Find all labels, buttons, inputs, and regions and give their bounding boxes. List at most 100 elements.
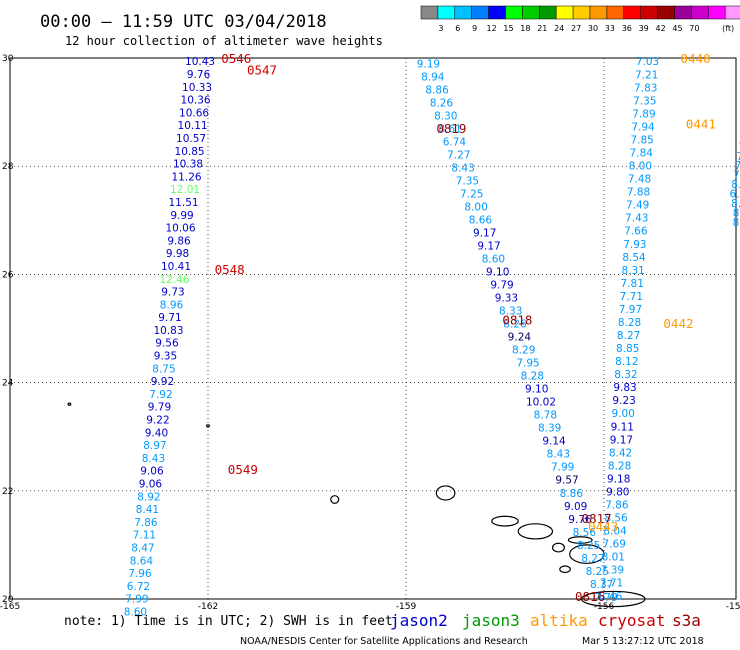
pass-time-label: 0441	[686, 116, 716, 131]
colorbar-swatch	[724, 5, 740, 20]
wave-height-value: 8.29	[512, 345, 535, 357]
island-outline	[67, 402, 72, 406]
wave-height-value: 7.93	[623, 239, 646, 251]
wave-height-value: 7.92	[149, 389, 172, 401]
colorbar-swatch	[691, 5, 709, 20]
colorbar-label: 9	[472, 24, 477, 33]
y-tick-label: 24	[2, 379, 14, 389]
pass-time-label: 0817	[582, 511, 612, 526]
wave-height-value: 10.57	[176, 133, 206, 145]
wave-height-value: 9.00	[612, 408, 635, 420]
plot-grid	[10, 58, 736, 599]
wave-height-value: 7.66	[624, 226, 648, 238]
wave-height-value: 7.71	[600, 578, 623, 590]
x-tick-label: -156	[594, 602, 615, 612]
wave-height-value: 7.85	[630, 134, 653, 146]
wave-height-value: 8.43	[142, 453, 165, 465]
wave-height-value: 7.40	[737, 151, 740, 163]
island-outline	[569, 544, 605, 564]
colorbar-swatch	[488, 5, 506, 20]
colorbar-swatch	[505, 5, 523, 20]
wave-height-value: 9.79	[148, 402, 171, 414]
satellite-legend-entry: cryosat	[598, 611, 665, 630]
pass-time-label: 0442	[663, 316, 693, 331]
colorbar-label: 24	[554, 24, 564, 33]
wave-height-value: 7.35	[456, 176, 479, 188]
wave-height-value: 8.26	[503, 319, 527, 331]
wave-height-value: 8.42	[609, 447, 632, 459]
pass-time-label: 0548	[215, 262, 245, 277]
wave-height-value: 11.51	[169, 197, 199, 209]
wave-height-value: 8.64	[130, 555, 154, 567]
wave-height-value: 7.89	[632, 108, 655, 120]
wave-height-value: 7.25	[460, 189, 483, 201]
satellite-legend: jason2 jason3 altika cryosat s3a	[390, 611, 701, 630]
wave-height-value: 9.86	[167, 235, 191, 247]
wave-height-value: 8.30	[434, 110, 457, 122]
wave-height-value: 8.46	[599, 591, 623, 603]
wave-height-value: 8.47	[131, 542, 154, 554]
wave-height-value: 8.2	[731, 198, 740, 210]
wave-height-value: 8.75	[152, 363, 175, 375]
pass-time-label: 0443	[588, 519, 618, 534]
wave-height-value: 9.19	[417, 58, 440, 70]
wave-height-value: 7.27	[447, 149, 470, 161]
wave-height-value: 8.97	[143, 440, 166, 452]
plot-frame	[9, 57, 737, 600]
colorbar-unit: (ft)	[722, 24, 734, 33]
satellite-legend-entry: jason2	[390, 611, 448, 630]
island-outline	[580, 590, 646, 608]
pass-time-label: 0549	[228, 462, 258, 477]
colorbar-label: 33	[605, 24, 615, 33]
wave-height-value: 10.11	[178, 120, 208, 132]
wave-height-value: 8.54	[622, 252, 646, 264]
wave-height-value: 7.65	[738, 141, 740, 153]
wave-height-value: 9.83	[613, 382, 636, 394]
wave-height-value: 7.96	[128, 568, 152, 580]
colorbar-swatch	[572, 5, 591, 20]
colorbar-swatch	[589, 5, 608, 20]
wave-height-value: 9.80	[606, 486, 629, 498]
wave-height-value: 8.23	[731, 179, 740, 191]
wave-height-value: 8.37	[590, 579, 613, 591]
colorbar-swatch	[420, 5, 439, 20]
wave-height-value: 9.09	[564, 501, 587, 513]
island-outline	[517, 523, 554, 540]
colorbar-swatch	[539, 5, 557, 20]
colorbar-swatch	[708, 5, 726, 20]
colorbar-swatch	[674, 5, 692, 20]
x-tick-label: -159	[396, 602, 417, 612]
wave-height-value: 7.11	[133, 530, 156, 542]
colorbar-label: 45	[672, 24, 682, 33]
wave-height-value: 8.86	[560, 488, 584, 500]
credit-timestamp: Mar 5 13:27:12 UTC 2018	[582, 636, 704, 647]
wave-height-value: 9.98	[166, 248, 189, 260]
wave-height-value: 8.28	[521, 371, 544, 383]
colorbar-swatch	[606, 5, 625, 20]
wave-height-value: 7.03	[636, 56, 659, 68]
wave-height-value: 9.76	[568, 514, 592, 526]
wave-height-value: 9.33	[495, 293, 518, 305]
wave-height-value: 11.26	[172, 171, 202, 183]
wave-height-value: 9.18	[607, 473, 630, 485]
colorbar-swatch	[555, 5, 574, 20]
wave-height-value: 9.73	[161, 287, 184, 299]
wave-height-value: 8.43	[547, 449, 570, 461]
wave-height-value: 7.84	[630, 148, 654, 160]
wave-height-value: 7.79	[594, 592, 617, 604]
wave-height-values: 10.439.7610.3310.3610.6610.1110.5710.851…	[124, 56, 740, 618]
colorbar-swatch	[454, 5, 472, 20]
wave-height-value: 7.97	[619, 304, 642, 316]
wave-height-value: 12.46	[159, 274, 189, 286]
chart-subtitle: 12 hour collection of altimeter wave hei…	[65, 34, 383, 48]
pass-time-label: 0816	[575, 589, 605, 604]
wave-height-value: 8.28	[618, 317, 641, 329]
wave-height-value: 8	[733, 217, 740, 229]
wave-height-value: 9.35	[154, 351, 177, 363]
satellite-legend-entry: altika	[530, 611, 588, 630]
wave-height-value: 10.06	[165, 223, 195, 235]
wave-height-value: 7.99	[125, 594, 148, 606]
wave-height-value: 6.72	[127, 581, 150, 593]
